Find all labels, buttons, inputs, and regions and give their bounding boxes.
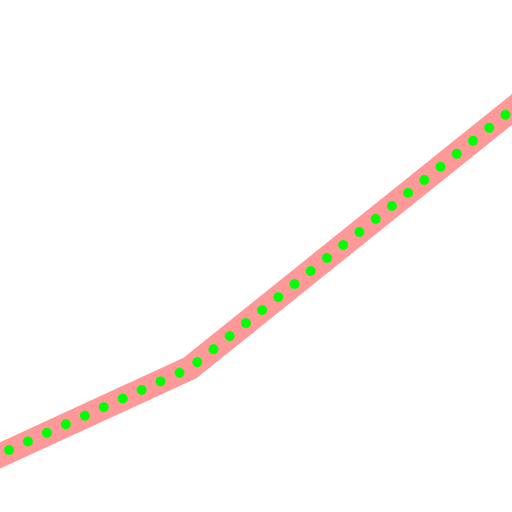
route-dots	[4, 103, 512, 455]
